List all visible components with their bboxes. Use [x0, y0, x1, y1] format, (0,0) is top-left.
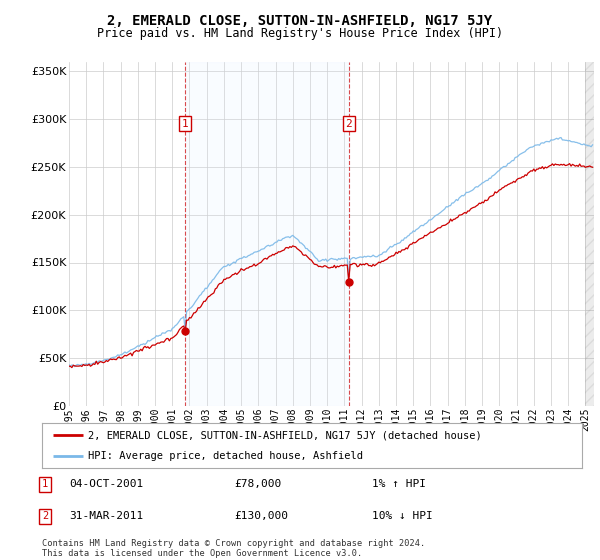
Text: 10% ↓ HPI: 10% ↓ HPI	[372, 511, 433, 521]
Text: 2, EMERALD CLOSE, SUTTON-IN-ASHFIELD, NG17 5JY: 2, EMERALD CLOSE, SUTTON-IN-ASHFIELD, NG…	[107, 14, 493, 28]
Text: 2: 2	[346, 119, 352, 129]
Bar	[586, 62, 594, 406]
Text: £78,000: £78,000	[234, 479, 281, 489]
Text: 1: 1	[42, 479, 48, 489]
Text: Price paid vs. HM Land Registry's House Price Index (HPI): Price paid vs. HM Land Registry's House …	[97, 27, 503, 40]
Text: £130,000: £130,000	[234, 511, 288, 521]
Text: Contains HM Land Registry data © Crown copyright and database right 2024.: Contains HM Land Registry data © Crown c…	[42, 539, 425, 548]
Text: 31-MAR-2011: 31-MAR-2011	[69, 511, 143, 521]
Text: 04-OCT-2001: 04-OCT-2001	[69, 479, 143, 489]
Text: 2: 2	[42, 511, 48, 521]
Bar	[185, 62, 349, 406]
Text: HPI: Average price, detached house, Ashfield: HPI: Average price, detached house, Ashf…	[88, 451, 363, 461]
Text: 1: 1	[182, 119, 188, 129]
Text: This data is licensed under the Open Government Licence v3.0.: This data is licensed under the Open Gov…	[42, 549, 362, 558]
Text: 1% ↑ HPI: 1% ↑ HPI	[372, 479, 426, 489]
Text: 2, EMERALD CLOSE, SUTTON-IN-ASHFIELD, NG17 5JY (detached house): 2, EMERALD CLOSE, SUTTON-IN-ASHFIELD, NG…	[88, 430, 482, 440]
